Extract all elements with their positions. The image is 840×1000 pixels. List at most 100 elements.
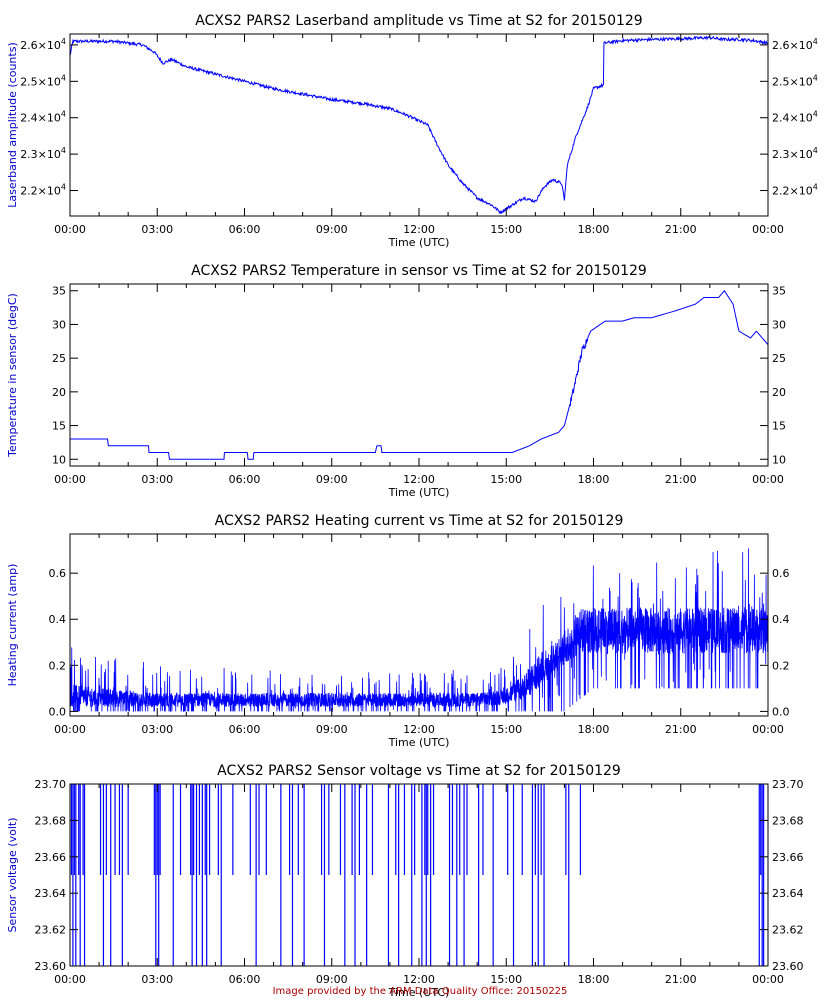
y-tick-label: 35 <box>52 285 66 298</box>
series-line <box>70 35 768 215</box>
y-tick-label-right: 20 <box>772 386 786 399</box>
y-tick-label: 15 <box>52 420 66 433</box>
y-tick-label-right: 2.4×104 <box>772 110 818 125</box>
x-tick-label: 15:00 <box>490 723 522 736</box>
y-tick-label: 30 <box>52 318 66 331</box>
x-tick-label: 09:00 <box>316 473 348 486</box>
y-tick-label-right: 0.6 <box>772 567 790 580</box>
plot-frame <box>69 783 769 967</box>
x-tick-label: 06:00 <box>229 473 261 486</box>
chart-panel-heating: ACXS2 PARS2 Heating current vs Time at S… <box>6 513 790 749</box>
y-tick-label-right: 2.6×104 <box>772 37 818 52</box>
x-tick-label: 15:00 <box>490 473 522 486</box>
y-tick-label: 2.4×104 <box>20 110 66 125</box>
y-tick-label: 23.70 <box>35 778 67 791</box>
y-tick-label: 20 <box>52 386 66 399</box>
x-tick-label: 00:00 <box>752 473 784 486</box>
y-tick-label: 2.6×104 <box>20 37 66 52</box>
chart-title: ACXS2 PARS2 Heating current vs Time at S… <box>215 513 624 529</box>
x-tick-label: 09:00 <box>316 723 348 736</box>
y-axis-label: Temperature in sensor (degC) <box>6 293 19 458</box>
y-tick-label: 23.66 <box>35 851 67 864</box>
x-tick-label: 21:00 <box>665 973 697 986</box>
y-tick-label-right: 23.70 <box>772 778 804 791</box>
footer-credit: Image provided by the ARM Data Quality O… <box>272 986 568 997</box>
x-tick-label: 03:00 <box>141 973 173 986</box>
y-tick-label: 0.4 <box>49 613 67 626</box>
y-tick-label-right: 2.3×104 <box>772 146 818 161</box>
x-tick-label: 18:00 <box>578 223 610 236</box>
x-tick-label: 09:00 <box>316 973 348 986</box>
x-tick-label: 09:00 <box>316 223 348 236</box>
x-tick-label: 21:00 <box>665 723 697 736</box>
y-tick-label: 23.64 <box>35 887 67 900</box>
x-axis-label: Time (UTC) <box>388 236 450 249</box>
x-tick-label: 12:00 <box>403 473 435 486</box>
y-tick-label-right: 15 <box>772 420 786 433</box>
x-tick-label: 15:00 <box>490 223 522 236</box>
x-tick-label: 18:00 <box>578 473 610 486</box>
x-tick-label: 00:00 <box>54 723 86 736</box>
x-tick-label: 06:00 <box>229 723 261 736</box>
y-tick-label-right: 0.2 <box>772 659 790 672</box>
y-tick-label: 0.2 <box>49 659 67 672</box>
y-tick-label: 0.0 <box>49 705 67 718</box>
y-tick-label-right: 10 <box>772 453 786 466</box>
data-group <box>70 289 768 460</box>
y-tick-label-right: 23.60 <box>772 960 804 973</box>
y-axis-label: Heating current (amp) <box>6 564 19 687</box>
x-tick-label: 06:00 <box>229 973 261 986</box>
x-tick-label: 00:00 <box>752 723 784 736</box>
chart-panel-voltage: ACXS2 PARS2 Sensor voltage vs Time at S2… <box>6 763 804 999</box>
chart-title: ACXS2 PARS2 Sensor voltage vs Time at S2… <box>217 763 621 779</box>
x-axis-label: Time (UTC) <box>388 486 450 499</box>
y-tick-label: 0.6 <box>49 567 67 580</box>
y-tick-label-right: 23.66 <box>772 851 804 864</box>
x-tick-label: 21:00 <box>665 473 697 486</box>
x-tick-label: 03:00 <box>141 473 173 486</box>
x-tick-label: 18:00 <box>578 973 610 986</box>
chart-panel-temperature: ACXS2 PARS2 Temperature in sensor vs Tim… <box>6 263 786 499</box>
x-tick-label: 00:00 <box>54 473 86 486</box>
y-axis-label: Sensor voltage (volt) <box>6 818 19 933</box>
data-group <box>70 548 768 712</box>
y-tick-label: 23.60 <box>35 960 67 973</box>
y-tick-label-right: 0.4 <box>772 613 790 626</box>
y-axis-label: Laserband amplitude (counts) <box>6 42 19 208</box>
y-tick-label-right: 35 <box>772 285 786 298</box>
x-tick-label: 12:00 <box>403 973 435 986</box>
y-tick-label: 2.2×104 <box>20 183 66 198</box>
x-tick-label: 06:00 <box>229 223 261 236</box>
y-tick-label: 25 <box>52 352 66 365</box>
y-tick-label-right: 23.64 <box>772 887 804 900</box>
chart-panel-laserband: ACXS2 PARS2 Laserband amplitude vs Time … <box>6 13 818 249</box>
plot-frame <box>69 283 769 467</box>
y-tick-label-right: 25 <box>772 352 786 365</box>
x-tick-label: 03:00 <box>141 223 173 236</box>
y-tick-label-right: 2.5×104 <box>772 73 818 88</box>
x-tick-label: 12:00 <box>403 223 435 236</box>
y-tick-label-right: 30 <box>772 318 786 331</box>
data-group <box>70 784 768 966</box>
y-tick-label: 2.3×104 <box>20 146 66 161</box>
x-tick-label: 00:00 <box>54 973 86 986</box>
data-group <box>70 35 768 215</box>
y-tick-label-right: 2.2×104 <box>772 183 818 198</box>
y-tick-label: 2.5×104 <box>20 73 66 88</box>
series-line <box>70 548 768 712</box>
series-line <box>70 289 768 460</box>
chart-title: ACXS2 PARS2 Temperature in sensor vs Tim… <box>191 263 647 279</box>
x-axis-label: Time (UTC) <box>388 736 450 749</box>
x-tick-label: 15:00 <box>490 973 522 986</box>
x-tick-label: 00:00 <box>752 973 784 986</box>
x-tick-label: 21:00 <box>665 223 697 236</box>
x-axis-label: Time (UTC) <box>388 986 450 999</box>
y-tick-label-right: 23.68 <box>772 814 804 827</box>
y-tick-label: 10 <box>52 453 66 466</box>
y-tick-label-right: 23.62 <box>772 924 804 937</box>
x-tick-label: 00:00 <box>752 223 784 236</box>
x-tick-label: 03:00 <box>141 723 173 736</box>
y-tick-label: 23.62 <box>35 924 67 937</box>
chart-title: ACXS2 PARS2 Laserband amplitude vs Time … <box>195 13 642 29</box>
